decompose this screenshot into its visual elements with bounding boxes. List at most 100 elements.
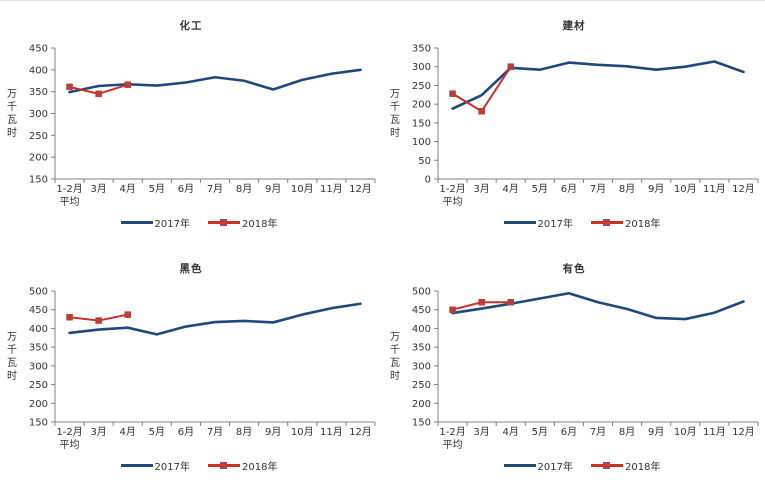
- data-point-marker: [95, 317, 102, 324]
- y-tick-label: 400: [29, 65, 48, 76]
- square-marker-icon: [603, 462, 610, 469]
- data-point-marker: [507, 298, 514, 306]
- legend-label-2018: 2018年: [242, 219, 278, 230]
- chart-chemical: 150 200 250 300 350 400 450 1-2月 平均 3月 4月 5月 6月 7月 8月 9…: [0, 1, 382, 244]
- x-tick-label: 12月: [349, 183, 372, 195]
- data-point-marker: [507, 63, 514, 70]
- x-tick-label: 6月: [178, 183, 194, 195]
- y-tick-label: 300: [29, 109, 48, 120]
- legend-nonferrous: 2017年 2018年: [383, 458, 765, 473]
- x-tick-label: 5月: [149, 183, 165, 195]
- y-axis-title-char: 千: [7, 344, 17, 356]
- series-line-2017年: [68, 68, 362, 94]
- y-tick-label: 50: [418, 156, 431, 167]
- x-tick-label: 9月: [648, 426, 664, 438]
- y-tick-label: 0: [425, 175, 431, 186]
- y-tick-label: 200: [412, 100, 431, 111]
- series-line-2017年: [451, 60, 745, 110]
- x-tick-label: 8月: [619, 426, 635, 438]
- x-tick-label: 8月: [236, 183, 252, 195]
- chart-ferrous: 150 200 250 300 350 400 450 500 1-2月 平均 3月 4月 5月 6月 7月…: [0, 244, 382, 487]
- y-tick-label: 300: [29, 361, 48, 372]
- x-tick-label: 1-2月: [56, 183, 82, 195]
- legend-ferrous: 2017年 2018年: [0, 458, 382, 473]
- x-tick-label: 12月: [732, 183, 755, 195]
- x-tick-label: 5月: [532, 183, 548, 195]
- x-tick-label: 7月: [590, 183, 606, 195]
- x-tick-label-line2: 平均: [443, 439, 463, 451]
- x-tick-label: 6月: [561, 426, 577, 438]
- x-tick-label: 6月: [178, 426, 194, 438]
- x-tick-label: 3月: [90, 426, 106, 438]
- chart-nonferrous: 150 200 250 300 350 400 450 500 1-2月 平均 3月 4月 5月 6月 7月…: [383, 244, 765, 487]
- data-point-marker: [124, 311, 131, 318]
- y-tick-label: 350: [412, 44, 431, 55]
- chart-title-building-materials: 建材: [562, 20, 586, 32]
- data-point-marker: [478, 108, 485, 115]
- y-tick-label: 250: [412, 81, 431, 92]
- x-tick-label: 1-2月: [439, 426, 465, 438]
- y-axis-title-char: 瓦: [390, 115, 400, 126]
- x-tick-label: 4月: [120, 183, 136, 195]
- x-tick-label: 4月: [503, 183, 519, 195]
- legend-item-2018: 2018年: [208, 458, 277, 473]
- legend-item-2017: 2017年: [503, 458, 573, 473]
- legend-label-2018: 2018年: [625, 462, 661, 473]
- y-tick-label: 300: [412, 361, 431, 372]
- y-axis-title-char: 瓦: [7, 115, 17, 126]
- x-tick-label: 7月: [207, 183, 223, 195]
- chart-title-ferrous: 黑色: [179, 263, 203, 275]
- y-axis-title-char: 千: [7, 101, 17, 113]
- data-point-marker: [478, 298, 485, 306]
- series-line-2017年: [451, 291, 745, 321]
- y-axis-title-char: 瓦: [390, 358, 400, 369]
- y-axis-title-char: 瓦: [7, 358, 17, 369]
- y-axis-title-char: 时: [7, 127, 17, 139]
- x-tick-label: 10月: [291, 183, 314, 195]
- chart-title-nonferrous: 有色: [562, 263, 586, 275]
- y-tick-label: 300: [412, 62, 431, 73]
- y-tick-label: 350: [29, 87, 48, 98]
- x-tick-label: 11月: [320, 183, 343, 195]
- legend-item-2017: 2017年: [120, 215, 190, 230]
- x-tick-label: 11月: [703, 426, 726, 438]
- x-tick-label: 11月: [320, 426, 343, 438]
- y-axis-title-char: 时: [390, 127, 400, 139]
- y-tick-label: 100: [412, 137, 431, 148]
- square-marker-icon: [220, 219, 227, 226]
- y-axis-title-char: 万: [7, 332, 17, 343]
- y-tick-label: 400: [29, 324, 48, 335]
- x-tick-label: 12月: [349, 426, 372, 438]
- x-tick-label: 5月: [149, 426, 165, 438]
- x-tick-label: 12月: [732, 426, 755, 438]
- x-tick-label: 4月: [120, 426, 136, 438]
- x-tick-label-line2: 平均: [60, 196, 80, 208]
- y-tick-label: 350: [29, 343, 48, 354]
- 2018-line-sample-icon: [591, 462, 623, 469]
- y-tick-label: 200: [29, 153, 48, 164]
- series-line-2017年: [68, 302, 362, 336]
- 2018-line-sample-icon: [591, 219, 623, 226]
- x-tick-label: 3月: [90, 183, 106, 195]
- x-tick-label: 10月: [674, 183, 697, 195]
- y-tick-label: 250: [29, 380, 48, 391]
- x-tick-label: 1-2月: [439, 183, 465, 195]
- y-tick-label: 400: [412, 324, 431, 335]
- y-tick-label: 200: [29, 399, 48, 410]
- x-tick-label: 3月: [473, 426, 489, 438]
- x-tick-label: 4月: [503, 426, 519, 438]
- legend-item-2018: 2018年: [591, 458, 660, 473]
- legend-item-2018: 2018年: [591, 215, 660, 230]
- y-tick-label: 250: [29, 131, 48, 142]
- y-tick-label: 500: [412, 287, 431, 298]
- y-axis-title-char: 万: [7, 89, 17, 100]
- x-tick-label: 5月: [532, 426, 548, 438]
- x-tick-label: 9月: [265, 426, 281, 438]
- x-tick-label-line2: 平均: [443, 196, 463, 208]
- legend-item-2018: 2018年: [208, 215, 277, 230]
- y-tick-label: 450: [29, 305, 48, 316]
